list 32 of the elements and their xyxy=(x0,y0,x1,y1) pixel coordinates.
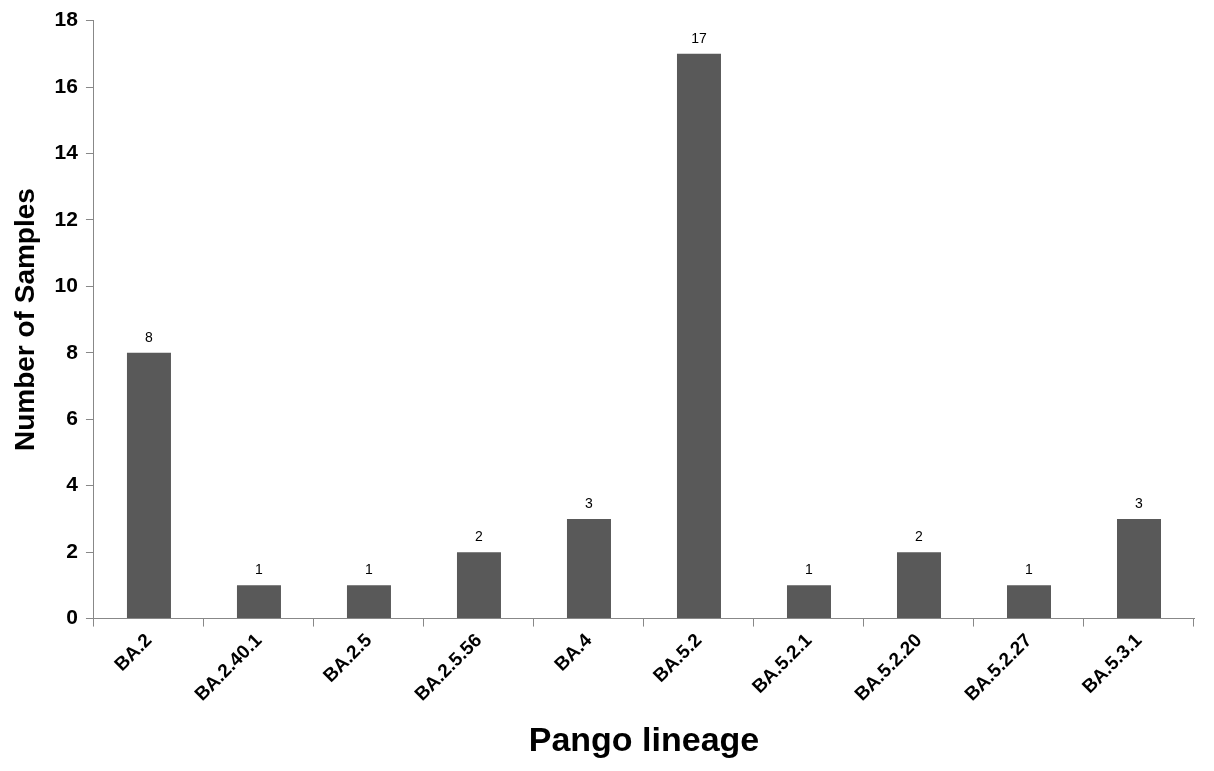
y-tick-label: 16 xyxy=(54,73,78,97)
bar xyxy=(786,585,831,619)
y-axis-title: Number of Samples xyxy=(8,188,40,452)
data-label: 17 xyxy=(691,29,707,46)
y-tick-label: 12 xyxy=(54,206,78,230)
y-tick-label: 0 xyxy=(66,605,78,629)
data-label: 8 xyxy=(145,328,154,345)
data-label: 1 xyxy=(1025,561,1034,578)
bar xyxy=(236,585,281,619)
bar xyxy=(346,585,391,619)
data-label: 1 xyxy=(365,561,374,578)
y-tick-label: 10 xyxy=(54,273,78,297)
y-tick-label: 6 xyxy=(66,406,78,430)
bar xyxy=(1006,585,1051,619)
bar xyxy=(676,53,721,619)
y-tick-label: 2 xyxy=(66,538,78,562)
bar xyxy=(896,552,941,619)
bar xyxy=(1117,518,1161,619)
data-label: 1 xyxy=(805,561,814,578)
bar xyxy=(126,352,171,619)
y-tick-label: 4 xyxy=(66,472,79,496)
y-tick-label: 18 xyxy=(54,7,79,31)
data-label: 2 xyxy=(915,528,924,544)
y-tick-label: 8 xyxy=(66,339,79,363)
data-label: 2 xyxy=(475,528,484,544)
x-axis-title: Pango lineage xyxy=(528,719,760,758)
data-label: 3 xyxy=(1135,494,1144,511)
data-label: 3 xyxy=(585,494,594,511)
y-tick-label: 14 xyxy=(54,140,79,164)
bar xyxy=(566,518,611,619)
bar xyxy=(456,552,501,619)
data-label: 1 xyxy=(255,561,264,578)
